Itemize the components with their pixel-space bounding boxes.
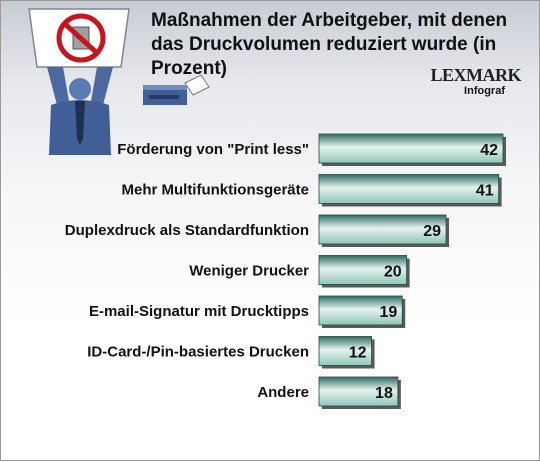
value-label: 42 [480,142,498,159]
lexmark-logo: LEXMARK [430,65,522,85]
value-label: 18 [375,385,393,402]
bar [318,295,403,326]
category-label: Mehr Multifunktionsgeräte [121,182,309,199]
bar [318,336,372,366]
value-label: 29 [423,223,441,240]
category-label: Weniger Drucker [189,263,309,280]
bar [318,174,500,204]
value-label: 12 [349,345,367,362]
bar [318,376,399,407]
source-label: Infograf [464,85,505,97]
category-label: ID-Card-/Pin-basiertes Drucken [87,344,309,361]
chart-title: Maßnahmen der Arbeitgeber, mit denen das… [151,10,508,79]
bar [318,214,447,245]
printer-icon [143,74,210,105]
person-holding-no-paper-sign-icon [28,8,130,155]
bar [318,255,408,285]
bar [318,133,504,164]
value-label: 41 [476,183,494,200]
value-label: 20 [384,264,402,281]
category-label: E-mail-Signatur mit Drucktipps [89,303,309,320]
value-label: 19 [379,304,397,321]
category-label: Duplexdruck als Standardfunktion [65,222,309,239]
category-label: Andere [257,384,309,401]
category-label: Förderung von "Print less" [117,141,309,158]
